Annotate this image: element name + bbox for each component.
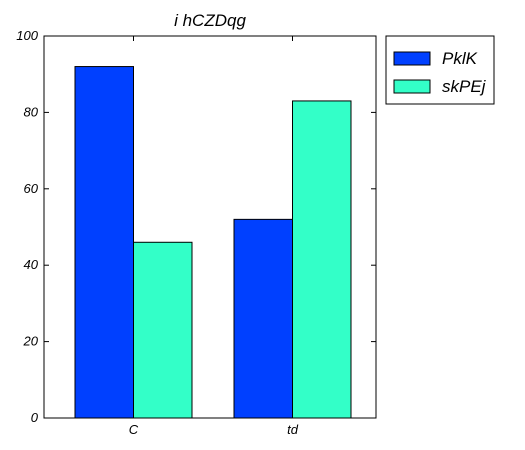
bar-skPEj-td [292,100,352,419]
legend-swatch-PklK [393,51,431,66]
axes-group: 0 20 40 60 80 100 C td [16,28,377,437]
y-tick-label-100: 100 [16,28,38,43]
chart-title: i hCZDqg [174,11,246,30]
bars-group [74,66,352,419]
legend-label-skPEj: skPEj [442,77,487,96]
y-tick-label-40: 40 [24,257,39,272]
y-tick-label-0: 0 [31,410,39,425]
plot-frame [43,35,377,419]
legend-label-PklK: PklK [442,49,478,68]
legend: PklK skPEj [385,35,495,105]
x-tick-label-C: C [129,422,139,437]
bar-PklK-td [233,218,293,419]
y-tick-label-60: 60 [24,181,39,196]
y-tick-label-80: 80 [24,104,39,119]
y-tick-label-20: 20 [23,334,39,349]
x-tick-label-td: td [287,422,299,437]
bar-skPEj-C [133,241,193,419]
legend-swatch-skPEj [393,79,431,94]
bar-PklK-C [74,66,134,419]
